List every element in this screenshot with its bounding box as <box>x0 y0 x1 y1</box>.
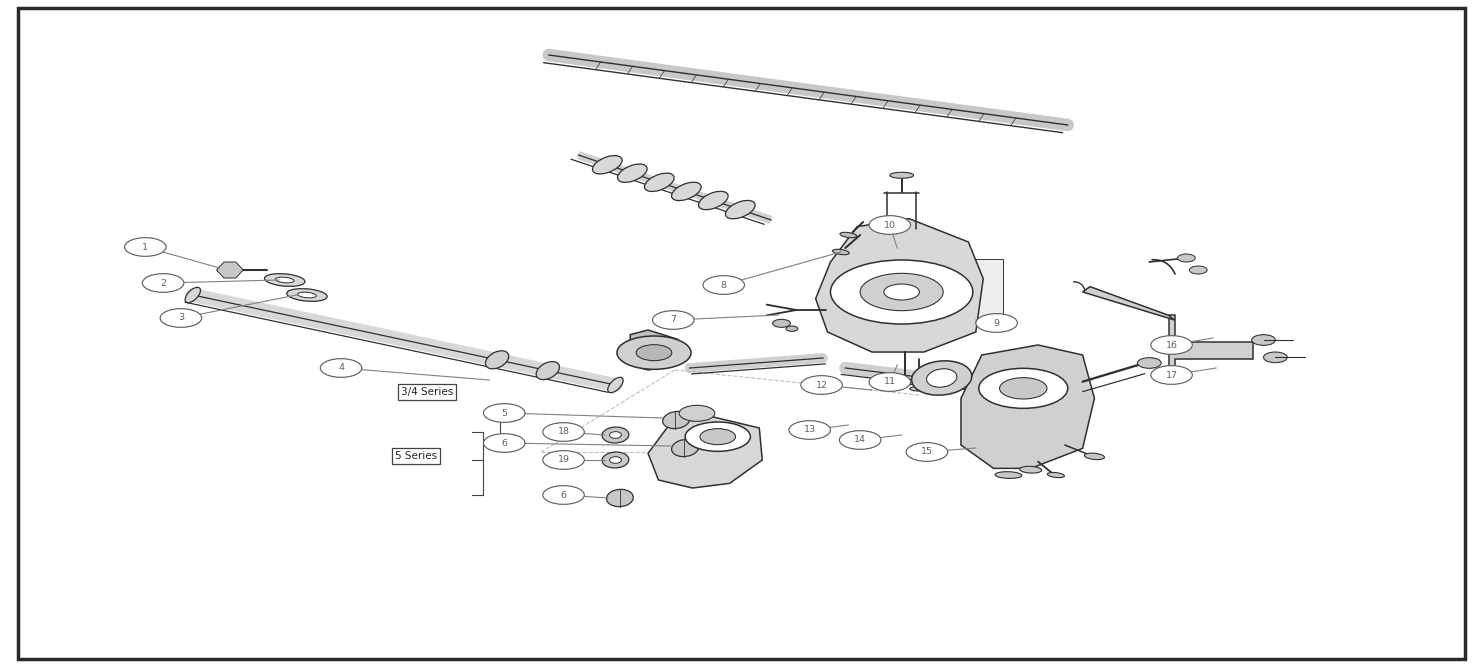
Ellipse shape <box>593 155 621 174</box>
Circle shape <box>801 376 842 394</box>
Ellipse shape <box>672 440 698 457</box>
Ellipse shape <box>890 172 914 178</box>
Ellipse shape <box>995 472 1022 478</box>
Circle shape <box>869 215 911 234</box>
Circle shape <box>1151 366 1192 384</box>
Polygon shape <box>961 345 1094 468</box>
Ellipse shape <box>610 457 621 464</box>
Ellipse shape <box>286 289 328 301</box>
Ellipse shape <box>645 173 675 191</box>
Circle shape <box>1252 335 1275 346</box>
Circle shape <box>160 309 202 327</box>
Text: 10: 10 <box>884 221 896 229</box>
Text: 15: 15 <box>921 448 933 456</box>
Text: 11: 11 <box>884 378 896 386</box>
Text: 12: 12 <box>816 380 828 390</box>
Text: 19: 19 <box>558 456 569 464</box>
Text: 17: 17 <box>1166 370 1178 380</box>
Ellipse shape <box>607 490 633 507</box>
Circle shape <box>483 404 525 422</box>
Circle shape <box>1000 378 1047 399</box>
Circle shape <box>703 275 744 294</box>
Polygon shape <box>1169 315 1253 382</box>
Ellipse shape <box>1020 466 1041 473</box>
Polygon shape <box>630 330 678 370</box>
Text: 9: 9 <box>994 319 1000 327</box>
Circle shape <box>830 260 973 324</box>
Ellipse shape <box>485 351 509 369</box>
Text: 5 Series: 5 Series <box>394 451 437 461</box>
Ellipse shape <box>1084 453 1105 460</box>
Circle shape <box>685 422 750 452</box>
Circle shape <box>976 313 1017 332</box>
Circle shape <box>1178 254 1195 262</box>
Ellipse shape <box>672 182 701 201</box>
Circle shape <box>125 237 166 256</box>
Circle shape <box>1151 336 1192 354</box>
Polygon shape <box>816 219 983 352</box>
Circle shape <box>839 431 881 450</box>
Ellipse shape <box>725 200 755 219</box>
Ellipse shape <box>839 232 857 237</box>
Ellipse shape <box>298 292 316 298</box>
Ellipse shape <box>276 277 294 283</box>
FancyBboxPatch shape <box>916 259 1003 322</box>
Circle shape <box>884 284 919 300</box>
Circle shape <box>773 319 790 327</box>
Ellipse shape <box>608 378 623 393</box>
Text: 3/4 Series: 3/4 Series <box>400 387 454 397</box>
Circle shape <box>636 345 672 361</box>
Ellipse shape <box>264 273 305 286</box>
Circle shape <box>869 373 911 392</box>
Ellipse shape <box>185 287 200 303</box>
Circle shape <box>789 421 830 440</box>
Circle shape <box>979 368 1068 408</box>
Ellipse shape <box>698 191 728 209</box>
Ellipse shape <box>911 386 928 391</box>
Circle shape <box>483 434 525 452</box>
Circle shape <box>142 273 184 292</box>
Circle shape <box>906 443 948 462</box>
Circle shape <box>653 311 694 329</box>
Circle shape <box>543 451 584 470</box>
Text: 3: 3 <box>178 313 184 323</box>
Text: 13: 13 <box>804 426 816 434</box>
Circle shape <box>617 336 691 370</box>
Ellipse shape <box>893 379 916 385</box>
Text: 6: 6 <box>561 490 567 500</box>
Circle shape <box>1264 352 1287 363</box>
Polygon shape <box>1083 287 1175 320</box>
Ellipse shape <box>663 412 690 429</box>
Text: 2: 2 <box>160 279 166 287</box>
Circle shape <box>700 429 736 445</box>
Circle shape <box>543 423 584 442</box>
Ellipse shape <box>1047 472 1065 478</box>
Circle shape <box>1189 266 1207 274</box>
Ellipse shape <box>602 427 629 443</box>
Text: 16: 16 <box>1166 340 1178 350</box>
Circle shape <box>860 273 943 311</box>
Text: 5: 5 <box>501 408 507 418</box>
Circle shape <box>320 359 362 378</box>
Ellipse shape <box>617 164 647 182</box>
Text: 1: 1 <box>142 243 148 251</box>
Text: 4: 4 <box>338 364 344 372</box>
Ellipse shape <box>537 362 559 380</box>
Text: 6: 6 <box>501 438 507 448</box>
Ellipse shape <box>927 369 957 388</box>
Ellipse shape <box>912 361 971 395</box>
Ellipse shape <box>602 452 629 468</box>
Circle shape <box>1137 358 1161 368</box>
Polygon shape <box>648 417 762 488</box>
Text: 14: 14 <box>854 436 866 444</box>
Circle shape <box>786 326 798 331</box>
Text: 8: 8 <box>721 281 727 289</box>
Circle shape <box>543 486 584 504</box>
Circle shape <box>679 406 715 422</box>
Text: 7: 7 <box>670 315 676 325</box>
Ellipse shape <box>832 249 850 255</box>
Text: 18: 18 <box>558 428 569 436</box>
Ellipse shape <box>610 432 621 438</box>
Polygon shape <box>217 262 243 278</box>
